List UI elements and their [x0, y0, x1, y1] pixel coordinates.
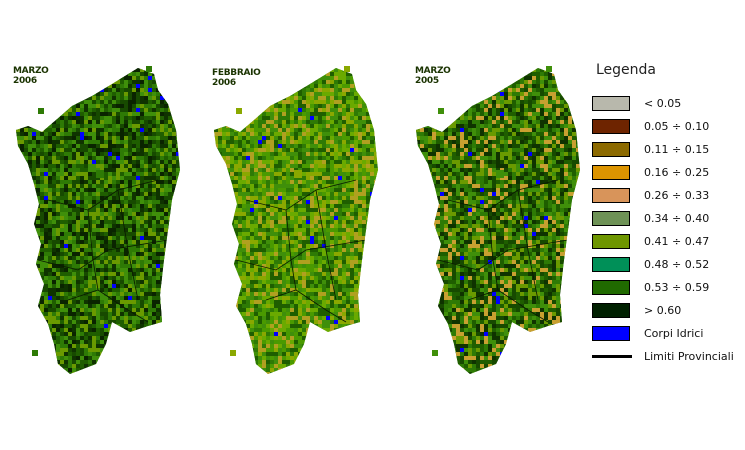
legend-title: Legenda: [596, 62, 657, 78]
map-marzo-2006: MARZO 2006: [8, 60, 198, 390]
provincial-boundary: [265, 289, 347, 323]
legend-swatch: [592, 142, 630, 157]
map-month: MARZO: [415, 66, 451, 76]
provincial-boundary: [447, 179, 559, 211]
island: [146, 66, 152, 72]
legend-item: 0.41 ÷ 0.47: [592, 230, 734, 253]
provincial-boundary: [117, 189, 139, 301]
legend-swatch: [592, 257, 630, 272]
legend-item: < 0.05: [592, 92, 734, 115]
provincial-boundary: [467, 289, 549, 323]
provincial-boundary: [245, 179, 357, 211]
legend-item: Corpi Idrici: [592, 322, 734, 345]
sardinia-map: [416, 66, 580, 374]
map-month: FEBBRAIO: [212, 68, 261, 78]
legend-item-boundaries: Limiti Provinciali: [592, 345, 734, 368]
provincial-boundary: [67, 289, 149, 323]
legend-label: 0.48 ÷ 0.52: [644, 258, 710, 271]
legend-item: 0.53 ÷ 0.59: [592, 276, 734, 299]
map-marzo-2005: MARZO 2005: [408, 60, 598, 390]
legend-label: 0.53 ÷ 0.59: [644, 281, 710, 294]
map-label: FEBBRAIO 2006: [212, 68, 261, 88]
legend-item: 0.48 ÷ 0.52: [592, 253, 734, 276]
legend-label: 0.16 ÷ 0.25: [644, 166, 710, 179]
island: [546, 66, 552, 72]
legend-swatch: [592, 280, 630, 295]
legend-swatch: [592, 165, 630, 180]
island: [96, 170, 104, 178]
map-label: MARZO 2005: [415, 66, 451, 86]
legend-label: 0.41 ÷ 0.47: [644, 235, 710, 248]
island: [38, 108, 44, 114]
provincial-boundary: [315, 189, 337, 301]
provincial-boundary: [517, 189, 539, 301]
legend-label: 0.11 ÷ 0.15: [644, 143, 710, 156]
legend-label: 0.05 ÷ 0.10: [644, 120, 710, 133]
island: [236, 108, 242, 114]
legend-item: 0.34 ÷ 0.40: [592, 207, 734, 230]
legend-swatch: [592, 303, 630, 318]
legend-swatch: [592, 119, 630, 134]
island: [32, 350, 38, 356]
island: [294, 170, 302, 178]
legend-item: 0.05 ÷ 0.10: [592, 115, 734, 138]
legend-item: 0.26 ÷ 0.33: [592, 184, 734, 207]
legend-label: Limiti Provinciali: [644, 350, 734, 363]
sardinia-map: [214, 66, 378, 374]
legend-swatch: [592, 188, 630, 203]
island: [496, 170, 504, 178]
boundary-line-symbol: [592, 355, 632, 358]
legend-item: 0.11 ÷ 0.15: [592, 138, 734, 161]
map-year: 2006: [13, 76, 37, 86]
map-year: 2006: [212, 78, 236, 88]
legend-swatch: [592, 96, 630, 111]
map-month: MARZO: [13, 66, 49, 76]
provincial-boundary: [487, 209, 499, 291]
provincial-boundary: [285, 209, 297, 291]
legend-label: 0.26 ÷ 0.33: [644, 189, 710, 202]
island: [230, 350, 236, 356]
island: [344, 66, 350, 72]
legend: Legenda < 0.05 0.05 ÷ 0.10 0.11 ÷ 0.15 0.16…: [592, 62, 734, 368]
legend-item: > 0.60: [592, 299, 734, 322]
vegetation-index-raster: [214, 68, 378, 374]
legend-item: 0.16 ÷ 0.25: [592, 161, 734, 184]
legend-label: Corpi Idrici: [644, 327, 704, 340]
island: [432, 350, 438, 356]
map-label: MARZO 2006: [13, 66, 49, 86]
legend-label: < 0.05: [644, 97, 682, 110]
sardinia-map: [16, 66, 180, 374]
legend-swatch: [592, 234, 630, 249]
vegetation-index-raster: [16, 68, 180, 374]
map-year: 2005: [415, 76, 439, 86]
vegetation-index-raster: [416, 68, 580, 374]
provincial-boundary: [47, 179, 159, 211]
map-febbraio-2006: FEBBRAIO 2006: [206, 60, 396, 390]
legend-label: 0.34 ÷ 0.40: [644, 212, 710, 225]
legend-swatch: [592, 326, 630, 341]
legend-label: > 0.60: [644, 304, 682, 317]
legend-swatch: [592, 211, 630, 226]
island: [438, 108, 444, 114]
provincial-boundary: [87, 209, 99, 291]
